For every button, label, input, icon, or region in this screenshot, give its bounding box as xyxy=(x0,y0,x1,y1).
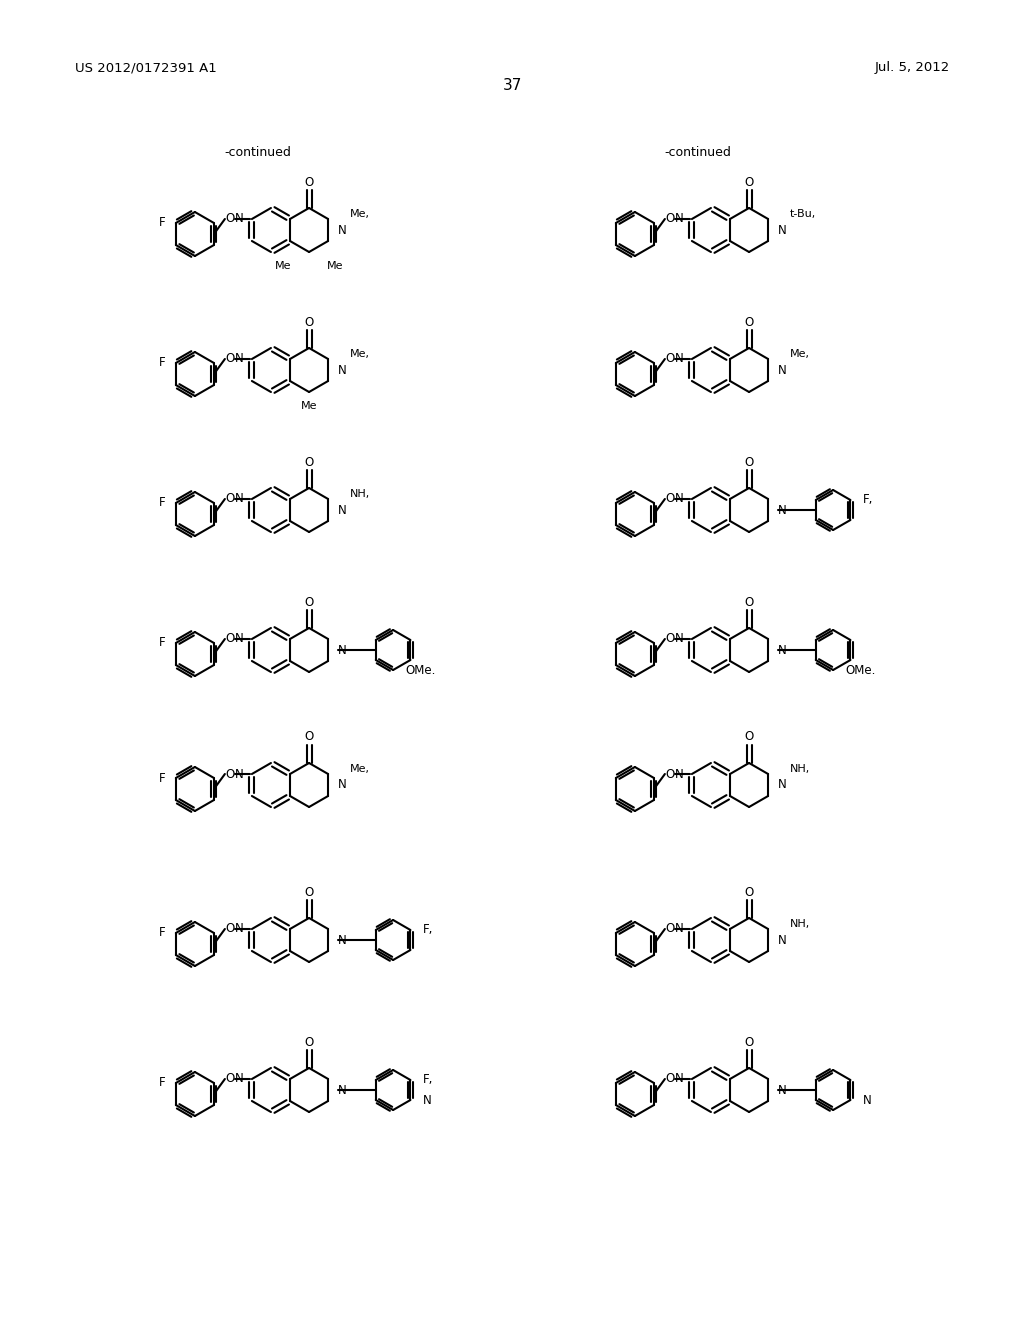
Text: F: F xyxy=(159,1077,166,1089)
Text: N: N xyxy=(236,923,244,936)
Text: Jul. 5, 2012: Jul. 5, 2012 xyxy=(874,62,950,74)
Text: F: F xyxy=(159,927,166,940)
Text: N: N xyxy=(778,223,786,236)
Text: O: O xyxy=(304,886,313,899)
Text: N: N xyxy=(862,1093,871,1106)
Text: N: N xyxy=(778,1084,786,1097)
Text: t-Bu,: t-Bu, xyxy=(791,209,816,219)
Text: O: O xyxy=(225,632,234,645)
Text: Me: Me xyxy=(274,261,291,271)
Text: F: F xyxy=(159,771,166,784)
Text: O: O xyxy=(225,1072,234,1085)
Text: O: O xyxy=(304,1035,313,1048)
Text: O: O xyxy=(304,315,313,329)
Text: F,: F, xyxy=(423,924,433,936)
Text: N: N xyxy=(338,223,347,236)
Text: N: N xyxy=(675,923,684,936)
Text: O: O xyxy=(225,213,234,226)
Text: N: N xyxy=(675,632,684,645)
Text: N: N xyxy=(423,1093,431,1106)
Text: OMe.: OMe. xyxy=(406,664,435,676)
Text: O: O xyxy=(666,492,675,506)
Text: OMe.: OMe. xyxy=(845,664,876,676)
Text: N: N xyxy=(675,1072,684,1085)
Text: F,: F, xyxy=(862,494,872,507)
Text: N: N xyxy=(338,1084,347,1097)
Text: F: F xyxy=(159,216,166,230)
Text: Me,: Me, xyxy=(791,348,810,359)
Text: N: N xyxy=(236,492,244,506)
Text: O: O xyxy=(304,595,313,609)
Text: 37: 37 xyxy=(503,78,521,92)
Text: N: N xyxy=(338,503,347,516)
Text: N: N xyxy=(236,1072,244,1085)
Text: F,: F, xyxy=(423,1073,433,1086)
Text: O: O xyxy=(225,923,234,936)
Text: N: N xyxy=(778,363,786,376)
Text: F: F xyxy=(159,496,166,510)
Text: Me,: Me, xyxy=(350,764,370,774)
Text: O: O xyxy=(225,492,234,506)
Text: N: N xyxy=(236,632,244,645)
Text: NH,: NH, xyxy=(791,919,810,929)
Text: O: O xyxy=(225,767,234,780)
Text: O: O xyxy=(744,595,754,609)
Text: NH,: NH, xyxy=(350,488,371,499)
Text: N: N xyxy=(338,933,347,946)
Text: O: O xyxy=(304,176,313,189)
Text: O: O xyxy=(744,176,754,189)
Text: N: N xyxy=(675,213,684,226)
Text: N: N xyxy=(778,779,786,792)
Text: O: O xyxy=(666,632,675,645)
Text: Me: Me xyxy=(327,261,344,271)
Text: O: O xyxy=(666,213,675,226)
Text: F: F xyxy=(159,636,166,649)
Text: Me: Me xyxy=(301,401,317,411)
Text: N: N xyxy=(236,352,244,366)
Text: O: O xyxy=(666,352,675,366)
Text: N: N xyxy=(778,503,786,516)
Text: F: F xyxy=(159,356,166,370)
Text: N: N xyxy=(675,492,684,506)
Text: N: N xyxy=(778,933,786,946)
Text: US 2012/0172391 A1: US 2012/0172391 A1 xyxy=(75,62,217,74)
Text: O: O xyxy=(304,455,313,469)
Text: O: O xyxy=(744,315,754,329)
Text: N: N xyxy=(338,779,347,792)
Text: N: N xyxy=(778,644,786,656)
Text: Me,: Me, xyxy=(350,348,370,359)
Text: O: O xyxy=(666,767,675,780)
Text: N: N xyxy=(236,213,244,226)
Text: N: N xyxy=(338,363,347,376)
Text: -continued: -continued xyxy=(665,145,731,158)
Text: O: O xyxy=(744,1035,754,1048)
Text: N: N xyxy=(236,767,244,780)
Text: O: O xyxy=(225,352,234,366)
Text: O: O xyxy=(666,923,675,936)
Text: N: N xyxy=(338,644,347,656)
Text: N: N xyxy=(675,352,684,366)
Text: Me,: Me, xyxy=(350,209,370,219)
Text: -continued: -continued xyxy=(224,145,292,158)
Text: O: O xyxy=(744,730,754,743)
Text: O: O xyxy=(666,1072,675,1085)
Text: NH,: NH, xyxy=(791,764,810,774)
Text: N: N xyxy=(675,767,684,780)
Text: O: O xyxy=(304,730,313,743)
Text: O: O xyxy=(744,886,754,899)
Text: O: O xyxy=(744,455,754,469)
